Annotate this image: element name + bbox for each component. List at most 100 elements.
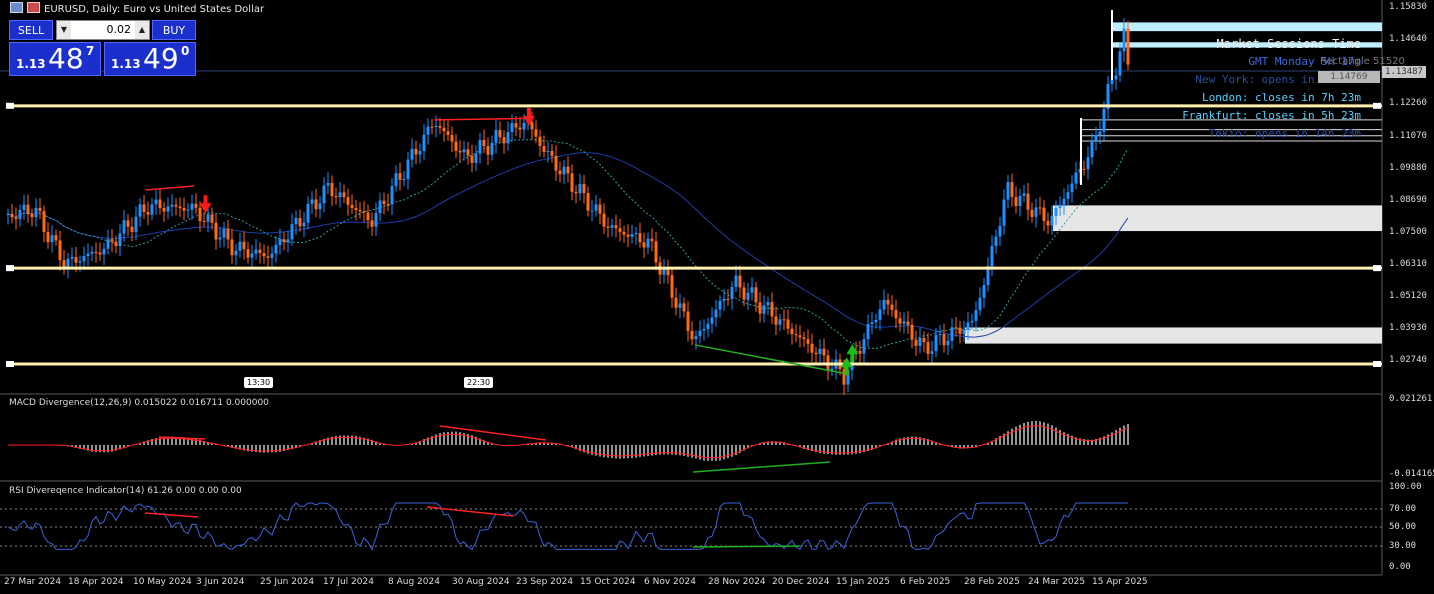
candle-body xyxy=(230,239,234,256)
candle-body xyxy=(130,226,134,232)
candle-body xyxy=(1062,198,1066,205)
ask-price-box[interactable]: 1.13 49 0 xyxy=(104,42,196,76)
demand-zone xyxy=(1053,205,1382,232)
candle-body xyxy=(750,287,754,293)
candle-body xyxy=(14,217,18,220)
candle-body xyxy=(882,299,886,310)
candle-body xyxy=(886,299,890,305)
candle-body xyxy=(910,324,914,340)
candle-body xyxy=(778,319,782,325)
fast-moving-average xyxy=(7,139,1129,349)
candle-body xyxy=(454,141,458,151)
candle-body xyxy=(698,330,702,337)
candle-body xyxy=(170,204,174,207)
candle-body xyxy=(998,225,1002,237)
candle-body xyxy=(898,318,902,324)
candle-body xyxy=(286,239,290,243)
ask-price-big: 49 xyxy=(143,42,179,75)
candle-body xyxy=(1126,28,1130,65)
candle-body xyxy=(410,148,414,160)
candle-body xyxy=(290,224,294,240)
rsi-tick: 0.00 xyxy=(1389,562,1411,572)
candle-body xyxy=(1082,168,1086,170)
lot-increase-icon[interactable]: ▲ xyxy=(135,21,149,39)
candle-body xyxy=(590,210,594,212)
sell-button[interactable]: SELL xyxy=(9,20,53,40)
sessions-title: Market Sessions Time xyxy=(1216,37,1362,51)
candle-body xyxy=(506,132,510,144)
candle-body xyxy=(30,214,34,218)
candle-body xyxy=(1030,209,1034,217)
candle-body xyxy=(1018,195,1022,207)
date-tick: 3 Jun 2024 xyxy=(196,577,245,587)
candle-body xyxy=(586,193,590,211)
bid-price-box[interactable]: 1.13 48 7 xyxy=(9,42,101,76)
date-tick: 20 Dec 2024 xyxy=(772,577,830,587)
time-tag[interactable]: 22:30 xyxy=(464,377,494,388)
candle-body xyxy=(274,244,278,254)
sell-signal-arrow xyxy=(522,107,535,126)
candle-body xyxy=(298,218,302,227)
candle-body xyxy=(394,173,398,187)
buy-button[interactable]: BUY xyxy=(152,20,196,40)
candle-body xyxy=(618,228,622,232)
candle-body xyxy=(466,149,470,156)
candle-body xyxy=(1090,140,1094,158)
candle-body xyxy=(366,212,370,221)
candle-body xyxy=(202,221,206,223)
candle-body xyxy=(842,369,846,385)
candle-body xyxy=(246,249,250,258)
candle-body xyxy=(6,213,10,215)
candle-body xyxy=(114,241,118,247)
level-handle xyxy=(6,102,14,109)
candle-body xyxy=(1070,183,1074,193)
candle-body xyxy=(530,122,534,130)
candle-body xyxy=(962,329,966,334)
candle-body xyxy=(794,334,798,336)
candle-body xyxy=(782,319,786,321)
date-tick: 10 May 2024 xyxy=(133,577,192,587)
candle-body xyxy=(934,334,938,352)
candle-body xyxy=(10,213,14,218)
candle-body xyxy=(866,324,870,340)
candle-body xyxy=(662,269,666,275)
macd-indicator-label[interactable]: MACD Divergence(12,26,9) 0.015022 0.0167… xyxy=(9,398,269,408)
candle-body xyxy=(462,149,466,153)
candle-body xyxy=(1066,192,1070,199)
level-handle xyxy=(6,265,14,272)
candle-body xyxy=(718,300,722,310)
candle-body xyxy=(166,206,170,212)
rsi-indicator-label[interactable]: RSI Divereqence Indicator(14) 61.26 0.00… xyxy=(9,486,242,496)
candle-body xyxy=(622,231,626,235)
time-tag[interactable]: 13:30 xyxy=(244,377,274,388)
price-tick: 1.09880 xyxy=(1389,163,1427,173)
candle-body xyxy=(1042,207,1046,221)
candle-body xyxy=(74,257,78,263)
candle-body xyxy=(478,140,482,154)
candle-body xyxy=(954,327,958,329)
candle-body xyxy=(678,303,682,308)
candle-body xyxy=(694,336,698,340)
candle-body xyxy=(1122,28,1126,52)
candle-body xyxy=(178,206,182,209)
lot-size-value[interactable]: 0.02 xyxy=(106,23,132,36)
candle-body xyxy=(1086,157,1090,170)
candle-body xyxy=(634,233,638,235)
candle-body xyxy=(786,319,790,329)
price-tick: 1.05120 xyxy=(1389,291,1427,301)
candle-body xyxy=(1102,108,1106,132)
lot-decrease-icon[interactable]: ▼ xyxy=(57,21,71,39)
candle-body xyxy=(534,129,538,137)
candle-body xyxy=(1074,172,1078,184)
candle-body xyxy=(446,131,450,135)
candle-body xyxy=(982,285,986,298)
candle-body xyxy=(306,203,310,223)
candle-body xyxy=(154,199,158,205)
date-tick: 28 Feb 2025 xyxy=(964,577,1021,587)
lot-size-field[interactable]: ▼ 0.02 ▲ xyxy=(56,20,150,40)
rectangle-object-label[interactable]: Rectangle 51520 xyxy=(1320,56,1405,67)
candle-body xyxy=(186,209,190,211)
chart-title-text: EURUSD, Daily: Euro vs United States Dol… xyxy=(44,4,265,15)
candle-body xyxy=(226,228,230,240)
